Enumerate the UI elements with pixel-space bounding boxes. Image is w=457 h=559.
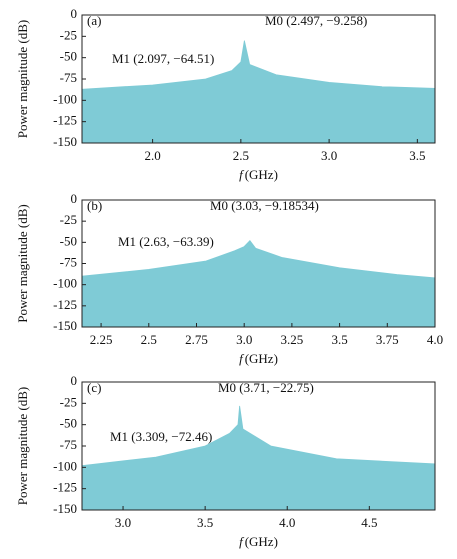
marker-annotation: M1 (3.309, −72.46) [110,429,212,444]
x-tick-label: 3.0 [236,332,252,347]
spectrum-area [81,405,436,511]
marker-annotation: M0 (3.71, −22.75) [218,380,314,395]
x-tick-label: 4.0 [279,515,295,530]
y-tick-label: -25 [60,212,77,227]
y-tick-label: -50 [60,416,77,431]
y-tick-label: -50 [60,233,77,248]
x-tick-label: 2.75 [185,332,208,347]
y-tick-label: -125 [53,480,77,495]
x-tick-label: 3.0 [321,148,337,163]
y-tick-label: -150 [53,318,77,333]
x-axis-label: f (GHz) [239,167,278,182]
y-tick-label: -50 [60,49,77,64]
x-axis-variable: f [239,351,245,366]
panel-label: (c) [87,380,101,395]
y-tick-label: -25 [60,394,77,409]
y-tick-label: -150 [53,134,77,149]
x-axis-unit: (GHz) [245,167,278,182]
x-axis-variable: f [239,534,245,549]
x-tick-label: 3.75 [376,332,399,347]
x-axis-variable: f [239,167,245,182]
x-tick-label: 2.5 [233,148,249,163]
x-tick-label: 3.5 [331,332,347,347]
x-axis-unit: (GHz) [245,534,278,549]
x-axis-label: f (GHz) [239,534,278,549]
y-tick-label: 0 [71,373,78,388]
marker-annotation: M1 (2.63, −63.39) [118,234,214,249]
y-tick-label: -25 [60,27,77,42]
panel-label: (b) [87,198,102,213]
y-axis-label: Power magnitude (dB) [15,20,30,138]
marker-annotation: M1 (2.097, −64.51) [112,51,214,66]
y-tick-label: -125 [53,113,77,128]
x-tick-label: 2.0 [144,148,160,163]
y-axis-label: Power magnitude (dB) [15,387,30,505]
x-tick-label: 3.5 [409,148,425,163]
spectrum-area [81,240,436,328]
x-tick-label: 3.25 [281,332,304,347]
y-tick-label: -75 [60,70,77,85]
y-tick-label: -150 [53,501,77,516]
x-tick-label: 4.0 [427,332,443,347]
x-axis-unit: (GHz) [245,351,278,366]
x-tick-label: 3.5 [197,515,213,530]
x-tick-label: 2.5 [141,332,157,347]
y-tick-label: -125 [53,297,77,312]
y-tick-label: -75 [60,437,77,452]
marker-annotation: M0 (3.03, −9.18534) [210,198,319,213]
y-tick-label: -100 [53,91,77,106]
x-tick-label: 2.25 [90,332,113,347]
y-tick-label: 0 [71,6,78,21]
x-axis-label: f (GHz) [239,351,278,366]
y-axis-label: Power magnitude (dB) [15,204,30,322]
y-tick-label: -100 [53,276,77,291]
x-tick-label: 4.5 [361,515,377,530]
y-tick-label: -100 [53,458,77,473]
y-tick-label: -75 [60,254,77,269]
panel-label: (a) [87,13,101,28]
x-tick-label: 3.0 [115,515,131,530]
y-tick-label: 0 [71,191,78,206]
marker-annotation: M0 (2.497, −9.258) [265,13,367,28]
